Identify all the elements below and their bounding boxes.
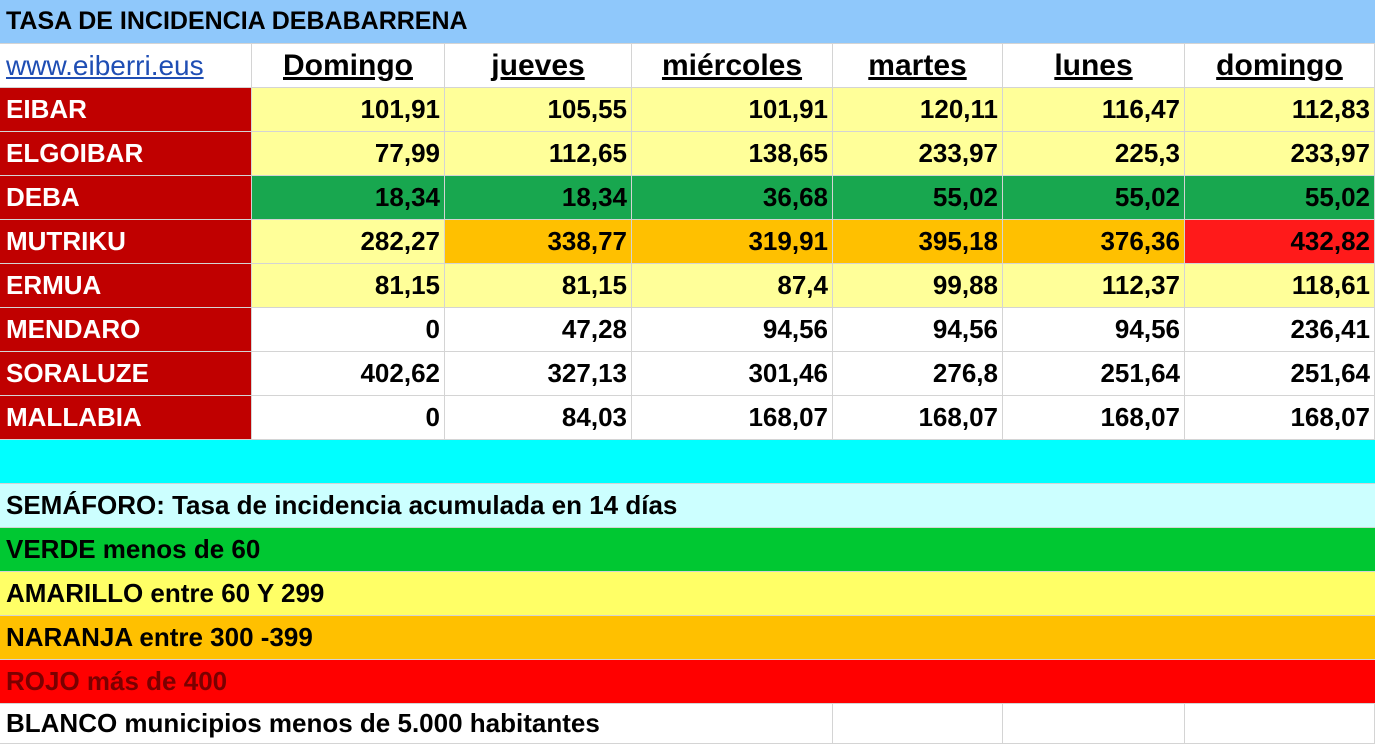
value-cell[interactable]: 251,64 bbox=[1185, 352, 1375, 396]
empty-cell[interactable] bbox=[833, 704, 1003, 744]
empty-cell[interactable] bbox=[1003, 704, 1185, 744]
day-header[interactable]: Domingo bbox=[252, 44, 445, 88]
value-cell[interactable]: 18,34 bbox=[252, 176, 445, 220]
value-cell[interactable]: 432,82 bbox=[1185, 220, 1375, 264]
value-cell[interactable]: 36,68 bbox=[632, 176, 833, 220]
value-cell[interactable]: 87,4 bbox=[632, 264, 833, 308]
title-row: TASA DE INCIDENCIA DEBABARRENA bbox=[0, 0, 1375, 44]
value-cell[interactable]: 251,64 bbox=[1003, 352, 1185, 396]
municipio-cell[interactable]: SORALUZE bbox=[0, 352, 252, 396]
value-cell[interactable]: 47,28 bbox=[445, 308, 632, 352]
value-cell[interactable]: 168,07 bbox=[1003, 396, 1185, 440]
municipio-cell[interactable]: EIBAR bbox=[0, 88, 252, 132]
value-cell[interactable]: 94,56 bbox=[833, 308, 1003, 352]
value-cell[interactable]: 402,62 bbox=[252, 352, 445, 396]
table-row: MUTRIKU 282,27 338,77 319,91 395,18 376,… bbox=[0, 220, 1375, 264]
sheet-title[interactable]: TASA DE INCIDENCIA DEBABARRENA bbox=[0, 0, 1375, 44]
legend-row: BLANCO municipios menos de 5.000 habitan… bbox=[0, 704, 1375, 744]
value-cell[interactable]: 55,02 bbox=[1003, 176, 1185, 220]
value-cell[interactable]: 94,56 bbox=[1003, 308, 1185, 352]
value-cell[interactable]: 168,07 bbox=[1185, 396, 1375, 440]
day-header[interactable]: martes bbox=[833, 44, 1003, 88]
value-cell[interactable]: 94,56 bbox=[632, 308, 833, 352]
value-cell[interactable]: 168,07 bbox=[833, 396, 1003, 440]
municipio-cell[interactable]: ERMUA bbox=[0, 264, 252, 308]
day-header[interactable]: lunes bbox=[1003, 44, 1185, 88]
municipio-cell[interactable]: MALLABIA bbox=[0, 396, 252, 440]
value-cell[interactable]: 0 bbox=[252, 308, 445, 352]
value-cell[interactable]: 118,61 bbox=[1185, 264, 1375, 308]
value-cell[interactable]: 168,07 bbox=[632, 396, 833, 440]
value-cell[interactable]: 376,36 bbox=[1003, 220, 1185, 264]
value-cell[interactable]: 233,97 bbox=[833, 132, 1003, 176]
spacer-band[interactable] bbox=[0, 440, 1375, 484]
value-cell[interactable]: 276,8 bbox=[833, 352, 1003, 396]
value-cell[interactable]: 99,88 bbox=[833, 264, 1003, 308]
value-cell[interactable]: 0 bbox=[252, 396, 445, 440]
value-cell[interactable]: 338,77 bbox=[445, 220, 632, 264]
header-row: www.eiberri.eus Domingo jueves miércoles… bbox=[0, 44, 1375, 88]
value-cell[interactable]: 282,27 bbox=[252, 220, 445, 264]
value-cell[interactable]: 301,46 bbox=[632, 352, 833, 396]
value-cell[interactable]: 101,91 bbox=[632, 88, 833, 132]
table-row: MENDARO 0 47,28 94,56 94,56 94,56 236,41 bbox=[0, 308, 1375, 352]
legend-row: ROJO más de 400 bbox=[0, 660, 1375, 704]
legend-rojo[interactable]: ROJO más de 400 bbox=[0, 660, 1375, 704]
legend-blanco[interactable]: BLANCO municipios menos de 5.000 habitan… bbox=[0, 704, 833, 744]
value-cell[interactable]: 236,41 bbox=[1185, 308, 1375, 352]
legend-title-row: SEMÁFORO: Tasa de incidencia acumulada e… bbox=[0, 484, 1375, 528]
value-cell[interactable]: 138,65 bbox=[632, 132, 833, 176]
value-cell[interactable]: 84,03 bbox=[445, 396, 632, 440]
value-cell[interactable]: 112,65 bbox=[445, 132, 632, 176]
value-cell[interactable]: 225,3 bbox=[1003, 132, 1185, 176]
value-cell[interactable]: 319,91 bbox=[632, 220, 833, 264]
table-row: SORALUZE 402,62 327,13 301,46 276,8 251,… bbox=[0, 352, 1375, 396]
legend-naranja[interactable]: NARANJA entre 300 -399 bbox=[0, 616, 1375, 660]
value-cell[interactable]: 395,18 bbox=[833, 220, 1003, 264]
value-cell[interactable]: 327,13 bbox=[445, 352, 632, 396]
municipio-cell[interactable]: MENDARO bbox=[0, 308, 252, 352]
legend-verde[interactable]: VERDE menos de 60 bbox=[0, 528, 1375, 572]
value-cell[interactable]: 112,83 bbox=[1185, 88, 1375, 132]
value-cell[interactable]: 18,34 bbox=[445, 176, 632, 220]
table-row: ELGOIBAR 77,99 112,65 138,65 233,97 225,… bbox=[0, 132, 1375, 176]
table-row: MALLABIA 0 84,03 168,07 168,07 168,07 16… bbox=[0, 396, 1375, 440]
value-cell[interactable]: 233,97 bbox=[1185, 132, 1375, 176]
legend-amarillo[interactable]: AMARILLO entre 60 Y 299 bbox=[0, 572, 1375, 616]
website-link-cell[interactable]: www.eiberri.eus bbox=[0, 44, 252, 88]
value-cell[interactable]: 55,02 bbox=[1185, 176, 1375, 220]
value-cell[interactable]: 112,37 bbox=[1003, 264, 1185, 308]
legend-row: AMARILLO entre 60 Y 299 bbox=[0, 572, 1375, 616]
value-cell[interactable]: 77,99 bbox=[252, 132, 445, 176]
value-cell[interactable]: 116,47 bbox=[1003, 88, 1185, 132]
value-cell[interactable]: 120,11 bbox=[833, 88, 1003, 132]
municipio-cell[interactable]: MUTRIKU bbox=[0, 220, 252, 264]
table-row: EIBAR 101,91 105,55 101,91 120,11 116,47… bbox=[0, 88, 1375, 132]
table-row: DEBA 18,34 18,34 36,68 55,02 55,02 55,02 bbox=[0, 176, 1375, 220]
spacer-row bbox=[0, 440, 1375, 484]
day-header[interactable]: miércoles bbox=[632, 44, 833, 88]
value-cell[interactable]: 81,15 bbox=[252, 264, 445, 308]
table-row: ERMUA 81,15 81,15 87,4 99,88 112,37 118,… bbox=[0, 264, 1375, 308]
day-header[interactable]: domingo bbox=[1185, 44, 1375, 88]
value-cell[interactable]: 81,15 bbox=[445, 264, 632, 308]
website-link[interactable]: www.eiberri.eus bbox=[6, 49, 204, 81]
value-cell[interactable]: 55,02 bbox=[833, 176, 1003, 220]
empty-cell[interactable] bbox=[1185, 704, 1375, 744]
value-cell[interactable]: 105,55 bbox=[445, 88, 632, 132]
day-header[interactable]: jueves bbox=[445, 44, 632, 88]
legend-row: NARANJA entre 300 -399 bbox=[0, 616, 1375, 660]
municipio-cell[interactable]: ELGOIBAR bbox=[0, 132, 252, 176]
legend-title[interactable]: SEMÁFORO: Tasa de incidencia acumulada e… bbox=[0, 484, 1375, 528]
value-cell[interactable]: 101,91 bbox=[252, 88, 445, 132]
legend-row: VERDE menos de 60 bbox=[0, 528, 1375, 572]
municipio-cell[interactable]: DEBA bbox=[0, 176, 252, 220]
